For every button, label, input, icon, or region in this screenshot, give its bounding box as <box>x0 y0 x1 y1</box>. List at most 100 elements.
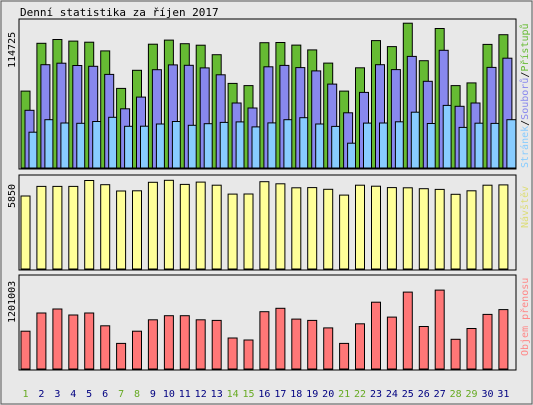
x-tick-label-27: 27 <box>434 389 446 400</box>
bar-traffic-22 <box>355 323 365 370</box>
bar-traffic-20 <box>323 327 334 370</box>
x-tick-label-10: 10 <box>163 389 175 400</box>
x-tick-label-21: 21 <box>338 389 350 400</box>
panel-traffic-frame <box>18 274 517 371</box>
traffic-ymax-label: 1201003 <box>7 281 18 323</box>
x-tick-label-9: 9 <box>150 389 156 400</box>
traffic-bars <box>20 289 509 370</box>
x-tick-label-2: 2 <box>38 389 44 400</box>
x-axis-labels: 1 2 3 4 5 6 7 8 9 10 11 12 13 14 15 16 17 18 19 20 21 22 23 24 2… <box>22 389 509 400</box>
x-tick-label-23: 23 <box>370 389 382 400</box>
bar-traffic-23 <box>371 301 381 370</box>
x-tick-label-29: 29 <box>465 389 477 400</box>
bar-traffic-26 <box>418 326 429 370</box>
x-tick-label-30: 30 <box>481 389 493 400</box>
bar-traffic-31 <box>498 309 509 370</box>
x-tick-label-19: 19 <box>306 389 318 400</box>
bar-traffic-13 <box>211 319 222 370</box>
x-tick-label-8: 8 <box>134 389 140 400</box>
x-tick-label-14: 14 <box>227 389 239 400</box>
bar-traffic-29 <box>466 328 477 370</box>
bar-visits-28 <box>450 193 461 270</box>
x-tick-label-13: 13 <box>211 389 223 400</box>
x-tick-label-26: 26 <box>418 389 430 400</box>
bar-stránek-31 <box>506 119 517 169</box>
legend-traffic: Objem přenosu <box>519 278 531 356</box>
bar-visits-24 <box>386 187 397 270</box>
bar-traffic-3 <box>52 308 63 370</box>
bar-visits-17 <box>275 183 286 270</box>
legend-files: Souborů <box>519 78 531 120</box>
bar-visits-18 <box>291 187 302 270</box>
bar-visits-20 <box>323 188 334 270</box>
bar-visits-30 <box>482 184 493 270</box>
x-tick-label-20: 20 <box>322 389 334 400</box>
bar-traffic-28 <box>450 338 461 370</box>
visits-ymax-label: 5850 <box>7 184 18 208</box>
bar-visits-23 <box>371 185 381 270</box>
x-tick-label-25: 25 <box>402 389 414 400</box>
x-tick-label-4: 4 <box>70 389 76 400</box>
panel-visits-frame <box>18 174 517 271</box>
x-tick-label-15: 15 <box>242 389 254 400</box>
x-tick-label-12: 12 <box>195 389 207 400</box>
bar-visits-8 <box>132 190 142 270</box>
bar-visits-6 <box>100 184 111 270</box>
x-tick-label-31: 31 <box>497 389 509 400</box>
bar-traffic-5 <box>84 312 95 370</box>
bar-visits-13 <box>211 184 222 270</box>
x-tick-label-3: 3 <box>54 389 60 400</box>
bar-traffic-16 <box>259 311 270 370</box>
bar-traffic-2 <box>36 312 47 370</box>
bar-visits-5 <box>84 180 95 270</box>
bar-traffic-17 <box>275 307 286 370</box>
bar-traffic-19 <box>307 319 318 370</box>
legend-hits: Přístupů <box>519 23 531 71</box>
bar-visits-2 <box>36 185 47 270</box>
x-tick-label-6: 6 <box>102 389 108 400</box>
x-tick-label-11: 11 <box>179 389 191 400</box>
bar-traffic-4 <box>68 314 79 370</box>
panel-hits-frame <box>18 18 517 170</box>
hits-ymax-label: 114725 <box>7 32 18 68</box>
bar-traffic-7 <box>116 342 127 370</box>
bar-visits-29 <box>466 190 477 270</box>
bar-traffic-14 <box>227 337 238 370</box>
bar-visits-9 <box>147 181 158 270</box>
bar-traffic-11 <box>179 315 190 370</box>
bar-visits-14 <box>227 193 238 270</box>
bar-traffic-1 <box>20 330 31 370</box>
bar-traffic-9 <box>147 319 158 370</box>
x-tick-label-28: 28 <box>450 389 462 400</box>
visits-bars <box>20 179 509 270</box>
x-tick-label-17: 17 <box>274 389 286 400</box>
x-tick-label-7: 7 <box>118 389 124 400</box>
legend-visits: Návštěv <box>519 186 531 228</box>
bar-traffic-21 <box>339 342 350 370</box>
bar-visits-15 <box>243 193 254 270</box>
bar-traffic-10 <box>163 315 174 370</box>
bar-traffic-15 <box>243 339 254 370</box>
x-tick-label-18: 18 <box>290 389 302 400</box>
bar-traffic-12 <box>195 319 206 370</box>
bar-visits-21 <box>339 194 350 270</box>
bar-visits-11 <box>179 183 190 270</box>
legend-pages: Stránek <box>519 126 531 168</box>
bar-traffic-24 <box>386 316 397 370</box>
x-tick-label-5: 5 <box>86 389 92 400</box>
bar-visits-7 <box>116 190 127 270</box>
bar-visits-4 <box>68 185 79 270</box>
x-tick-label-16: 16 <box>258 389 270 400</box>
hits-bars <box>20 22 517 169</box>
bar-traffic-18 <box>291 318 302 370</box>
bar-visits-27 <box>434 188 445 270</box>
bar-traffic-30 <box>482 313 493 370</box>
hits-legend: Stránek/Souborů/Přístupů <box>519 23 531 168</box>
bar-visits-31 <box>498 184 509 270</box>
bar-visits-19 <box>307 187 318 270</box>
x-tick-label-1: 1 <box>22 389 28 400</box>
bar-traffic-8 <box>132 330 142 370</box>
x-tick-label-24: 24 <box>386 389 398 400</box>
